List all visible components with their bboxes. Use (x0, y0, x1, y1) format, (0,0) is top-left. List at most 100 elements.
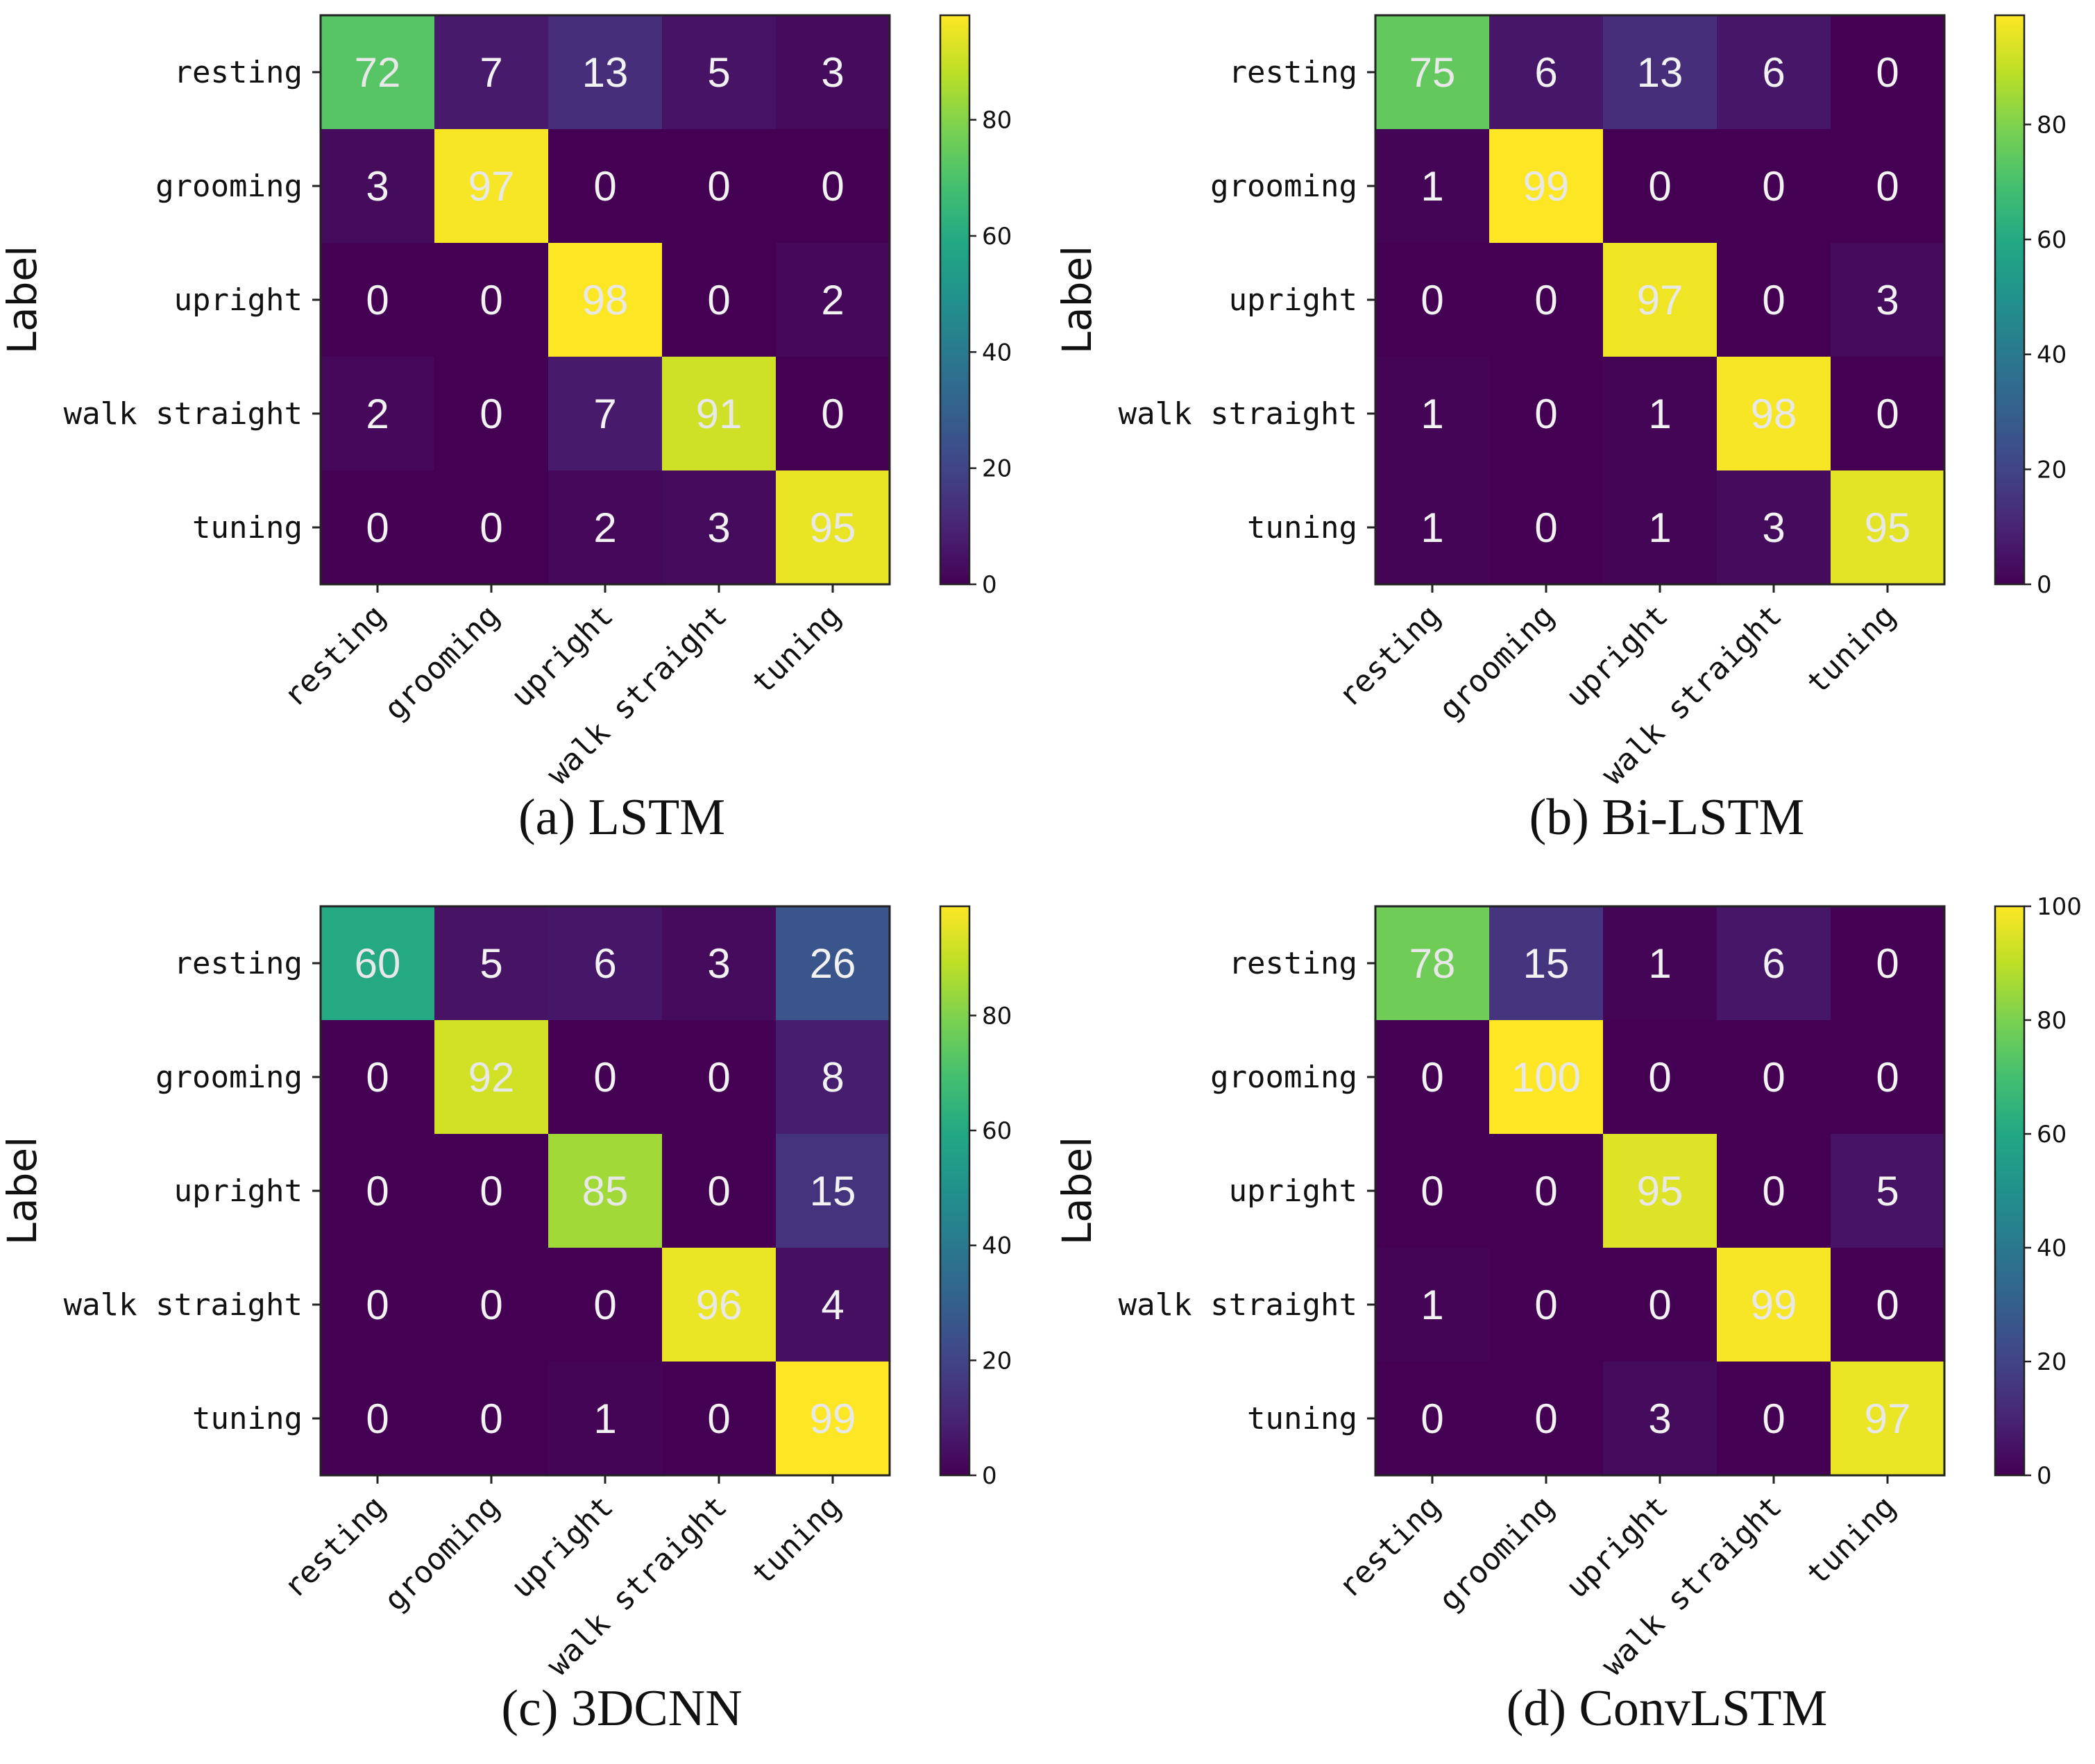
cell-value-label: 26 (810, 940, 856, 987)
heatmap-cell (548, 1248, 663, 1362)
heatmap-cell (321, 129, 435, 244)
heatmap-cell (1603, 906, 1717, 1021)
heatmap-cell (548, 1020, 663, 1135)
heatmap-cell (1831, 1020, 1945, 1135)
y-tick-label: tuning (1247, 510, 1357, 545)
cell-value-label: 95 (1637, 1168, 1683, 1214)
colorbar-tick-label: 0 (982, 571, 997, 599)
cell-value-label: 0 (707, 1396, 730, 1442)
cell-value-label: 7 (480, 49, 502, 96)
colorbar-tick-label: 40 (2037, 341, 2067, 369)
heatmap-cell (776, 1134, 890, 1248)
heatmap-cell (776, 906, 890, 1021)
heatmap-cell (776, 1248, 890, 1362)
cell-value-label: 3 (821, 49, 844, 96)
x-tick-label: grooming (378, 598, 507, 727)
heatmap-cell (1375, 906, 1490, 1021)
heatmap-cell (1831, 1134, 1945, 1248)
y-tick-label: upright (1229, 1173, 1357, 1209)
heatmap-cell (1375, 1362, 1490, 1476)
heatmap-cell (1489, 1248, 1604, 1362)
y-tick-label: tuning (1247, 1401, 1357, 1436)
cell-value-label: 13 (582, 49, 629, 96)
cell-value-label: 99 (1751, 1282, 1797, 1328)
heatmap-cell (1717, 243, 1831, 357)
x-tick-label: grooming (1432, 1489, 1561, 1618)
heatmap-cell (434, 357, 549, 471)
cell-value-label: 0 (480, 1282, 502, 1328)
cell-value-label: 0 (707, 277, 730, 323)
heatmap-cell (1603, 470, 1717, 585)
y-tick-label: grooming (1210, 169, 1357, 204)
x-tick-label: tuning (1799, 598, 1902, 701)
cell-value-label: 6 (1762, 940, 1785, 987)
cell-value-label: 0 (1762, 1054, 1785, 1101)
colorbar-tick-label: 40 (982, 1232, 1012, 1260)
cell-value-label: 0 (1534, 1396, 1557, 1442)
colorbar-tick-label: 80 (982, 107, 1012, 135)
y-tick-label: walk straight (64, 1287, 303, 1323)
heatmap-cell (776, 243, 890, 357)
panel-caption: (b) Bi-LSTM (1529, 789, 1805, 846)
x-tick-label: tuning (1799, 1489, 1902, 1592)
heatmap-cell (776, 470, 890, 585)
y-tick-label: resting (1229, 946, 1357, 981)
heatmap-cell (1717, 1362, 1831, 1476)
confusion-matrix-panel: 78 15 1 6 00 100 0 0 00 0 95 0 51 0 0 99 00 0 3 0 97restingg… (1053, 893, 2082, 1737)
cell-value-label: 0 (1876, 1282, 1899, 1328)
cell-value-label: 0 (366, 277, 389, 323)
heatmap-cell (776, 15, 890, 130)
heatmap-cell (1603, 357, 1717, 471)
heatmap-cell (776, 357, 890, 471)
cell-value-label: 0 (1534, 504, 1557, 551)
heatmap-cell (1831, 129, 1945, 244)
cell-value-label: 1 (1420, 1282, 1443, 1328)
colorbar-tick-label: 40 (2037, 1235, 2067, 1262)
y-tick-label: grooming (155, 1060, 303, 1095)
heatmap-cell (1831, 15, 1945, 130)
heatmap-cell (548, 357, 663, 471)
cell-value-label: 92 (468, 1054, 515, 1101)
x-tick-label: resting (277, 1489, 393, 1605)
cell-value-label: 85 (582, 1168, 629, 1214)
cell-value-label: 2 (821, 277, 844, 323)
cell-value-label: 1 (1420, 163, 1443, 210)
heatmap-cell (1603, 1362, 1717, 1476)
heatmap-cell (1489, 1134, 1604, 1248)
colorbar-tick-label: 20 (2037, 456, 2067, 484)
y-axis-title: Label (1053, 246, 1101, 354)
cell-value-label: 0 (707, 163, 730, 210)
cell-value-label: 3 (1648, 1396, 1671, 1442)
heatmap-cell (1717, 129, 1831, 244)
heatmap-cell (321, 906, 435, 1021)
heatmap-cell (662, 357, 777, 471)
heatmap-cell (1489, 1020, 1604, 1135)
cell-value-label: 1 (1648, 504, 1671, 551)
heatmap-cell (1717, 357, 1831, 471)
cell-value-label: 0 (1420, 1054, 1443, 1101)
heatmap-cell (662, 1134, 777, 1248)
y-tick-label: walk straight (64, 396, 303, 432)
colorbar (939, 905, 971, 1477)
cell-value-label: 0 (1534, 277, 1557, 323)
cell-value-label: 6 (1762, 49, 1785, 96)
cell-value-label: 75 (1409, 49, 1456, 96)
x-tick-label: tuning (745, 598, 847, 701)
cell-value-label: 8 (821, 1054, 844, 1101)
cell-value-label: 7 (593, 391, 616, 437)
cell-value-label: 13 (1637, 49, 1683, 96)
y-tick-label: upright (174, 1173, 303, 1209)
colorbar-tick-label: 40 (982, 339, 1012, 366)
heatmap-cell (1717, 15, 1831, 130)
cell-value-label: 99 (810, 1396, 856, 1442)
heatmap-cell (548, 129, 663, 244)
cell-value-label: 95 (1865, 504, 1911, 551)
cell-value-label: 0 (1876, 1054, 1899, 1101)
heatmap-cell (321, 1362, 435, 1476)
heatmap-cell (1717, 906, 1831, 1021)
cell-value-label: 97 (468, 163, 515, 210)
cell-value-label: 78 (1409, 940, 1456, 987)
cell-value-label: 0 (1648, 1282, 1671, 1328)
colorbar-tick-label: 0 (2037, 1462, 2052, 1490)
y-tick-label: resting (174, 946, 303, 981)
